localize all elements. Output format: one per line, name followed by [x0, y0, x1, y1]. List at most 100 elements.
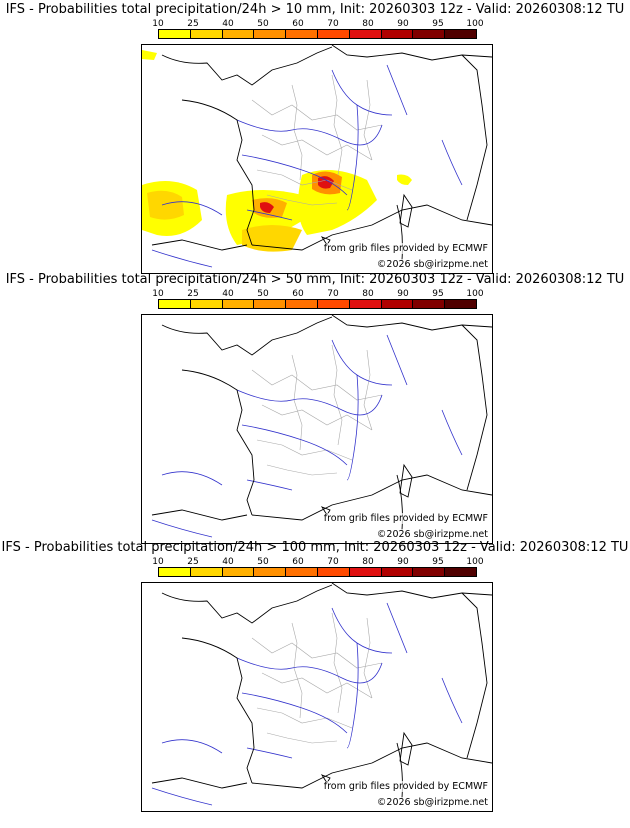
colorbar-segment	[381, 30, 414, 38]
colorbar-segment	[317, 568, 350, 576]
colorbar-segment	[286, 300, 318, 308]
colorbar-tick-label: 50	[257, 557, 269, 567]
precipitation-area	[147, 190, 184, 220]
panel-title: IFS - Probabilities total precipitation/…	[5, 272, 625, 287]
colorbar-tick-label: 100	[466, 289, 484, 299]
colorbar-segment	[286, 30, 318, 38]
colorbar-tick-label: 100	[466, 557, 484, 567]
copyright-credit: ©2026 sb@irizpme.net	[376, 259, 488, 270]
colorbar-segment	[254, 30, 287, 38]
colorbar-segment	[349, 300, 382, 308]
colorbar-segment	[381, 300, 414, 308]
colorbar-tick-label: 25	[187, 19, 199, 29]
colorbar-segment	[159, 30, 191, 38]
data-provider-credit: from grib files provided by ECMWF	[323, 243, 488, 254]
admin-borders	[251, 612, 383, 744]
colorbar-tick-label: 50	[257, 19, 269, 29]
rivers	[151, 334, 463, 538]
colorbar-tick-label: 80	[362, 557, 374, 567]
admin-borders	[251, 344, 383, 476]
data-provider-credit: from grib files provided by ECMWF	[323, 781, 488, 792]
colorbar-tick-label: 90	[397, 289, 409, 299]
probability-colorbar	[158, 567, 477, 577]
colorbar-tick-label: 25	[187, 289, 199, 299]
precipitation-area	[242, 225, 302, 252]
map-frame: from grib files provided by ECMWF ©2026 …	[141, 314, 493, 544]
admin-borders	[251, 74, 383, 206]
colorbar-segment	[222, 568, 255, 576]
panel-title: IFS - Probabilities total precipitation/…	[5, 2, 625, 17]
colorbar-tick-label: 95	[432, 289, 444, 299]
colorbar-segment	[445, 300, 476, 308]
precipitation-probability-layer	[142, 50, 412, 252]
colorbar-segment	[349, 568, 382, 576]
colorbar-labels: 10 25 40 50 60 70 80 90 95 100	[150, 289, 490, 299]
colorbar-tick-label: 10	[152, 557, 164, 567]
colorbar-tick-label: 95	[432, 557, 444, 567]
colorbar-labels: 10 25 40 50 60 70 80 90 95 100	[150, 19, 490, 29]
precipitation-area	[397, 174, 412, 185]
colorbar-tick-label: 60	[292, 557, 304, 567]
copyright-credit: ©2026 sb@irizpme.net	[376, 529, 488, 540]
colorbar-tick-label: 40	[222, 19, 234, 29]
colorbar-tick-label: 95	[432, 19, 444, 29]
probability-colorbar	[158, 299, 477, 309]
probability-colorbar	[158, 29, 477, 39]
colorbar-tick-label: 10	[152, 19, 164, 29]
coastlines	[151, 315, 492, 531]
colorbar-segment	[190, 300, 223, 308]
coastlines	[151, 583, 492, 799]
colorbar-tick-label: 90	[397, 557, 409, 567]
copyright-credit: ©2026 sb@irizpme.net	[376, 797, 488, 808]
colorbar-segment	[254, 568, 287, 576]
colorbar-segment	[317, 30, 350, 38]
colorbar-segment	[413, 30, 446, 38]
rivers	[151, 64, 463, 268]
map-panel-100mm: IFS - Probabilities total precipitation/…	[0, 540, 630, 812]
colorbar-tick-label: 50	[257, 289, 269, 299]
colorbar-tick-label: 100	[466, 19, 484, 29]
rivers	[151, 602, 463, 806]
colorbar-tick-label: 40	[222, 289, 234, 299]
colorbar-tick-label: 70	[327, 557, 339, 567]
colorbar-tick-label: 90	[397, 19, 409, 29]
colorbar-segment	[317, 300, 350, 308]
colorbar-segment	[413, 300, 446, 308]
map-panel-50mm: IFS - Probabilities total precipitation/…	[0, 272, 630, 544]
precipitation-area	[318, 176, 334, 189]
map-panel-10mm: IFS - Probabilities total precipitation/…	[0, 2, 630, 274]
france-map	[151, 583, 492, 806]
colorbar-segment	[222, 300, 255, 308]
colorbar-segment	[254, 300, 287, 308]
colorbar-segment	[381, 568, 414, 576]
colorbar-segment	[190, 30, 223, 38]
precipitation-area	[142, 50, 157, 60]
colorbar-segment	[349, 30, 382, 38]
colorbar-tick-label: 40	[222, 557, 234, 567]
france-map	[151, 315, 492, 538]
colorbar-segment	[159, 568, 191, 576]
coastlines	[151, 45, 492, 261]
colorbar-tick-label: 80	[362, 19, 374, 29]
colorbar-tick-label: 60	[292, 289, 304, 299]
colorbar-segment	[222, 30, 255, 38]
france-map	[142, 45, 492, 268]
colorbar-tick-label: 25	[187, 557, 199, 567]
colorbar-tick-label: 70	[327, 289, 339, 299]
precipitation-area	[260, 202, 274, 213]
data-provider-credit: from grib files provided by ECMWF	[323, 513, 488, 524]
colorbar-segment	[286, 568, 318, 576]
colorbar-tick-label: 70	[327, 19, 339, 29]
colorbar-segment	[413, 568, 446, 576]
panel-title: IFS - Probabilities total precipitation/…	[1, 540, 629, 555]
colorbar-segment	[159, 300, 191, 308]
colorbar-tick-label: 10	[152, 289, 164, 299]
map-frame: from grib files provided by ECMWF ©2026 …	[141, 582, 493, 812]
colorbar-segment	[445, 30, 476, 38]
colorbar-labels: 10 25 40 50 60 70 80 90 95 100	[150, 557, 490, 567]
colorbar-segment	[445, 568, 476, 576]
map-frame: from grib files provided by ECMWF ©2026 …	[141, 44, 493, 274]
colorbar-tick-label: 60	[292, 19, 304, 29]
colorbar-segment	[190, 568, 223, 576]
colorbar-tick-label: 80	[362, 289, 374, 299]
